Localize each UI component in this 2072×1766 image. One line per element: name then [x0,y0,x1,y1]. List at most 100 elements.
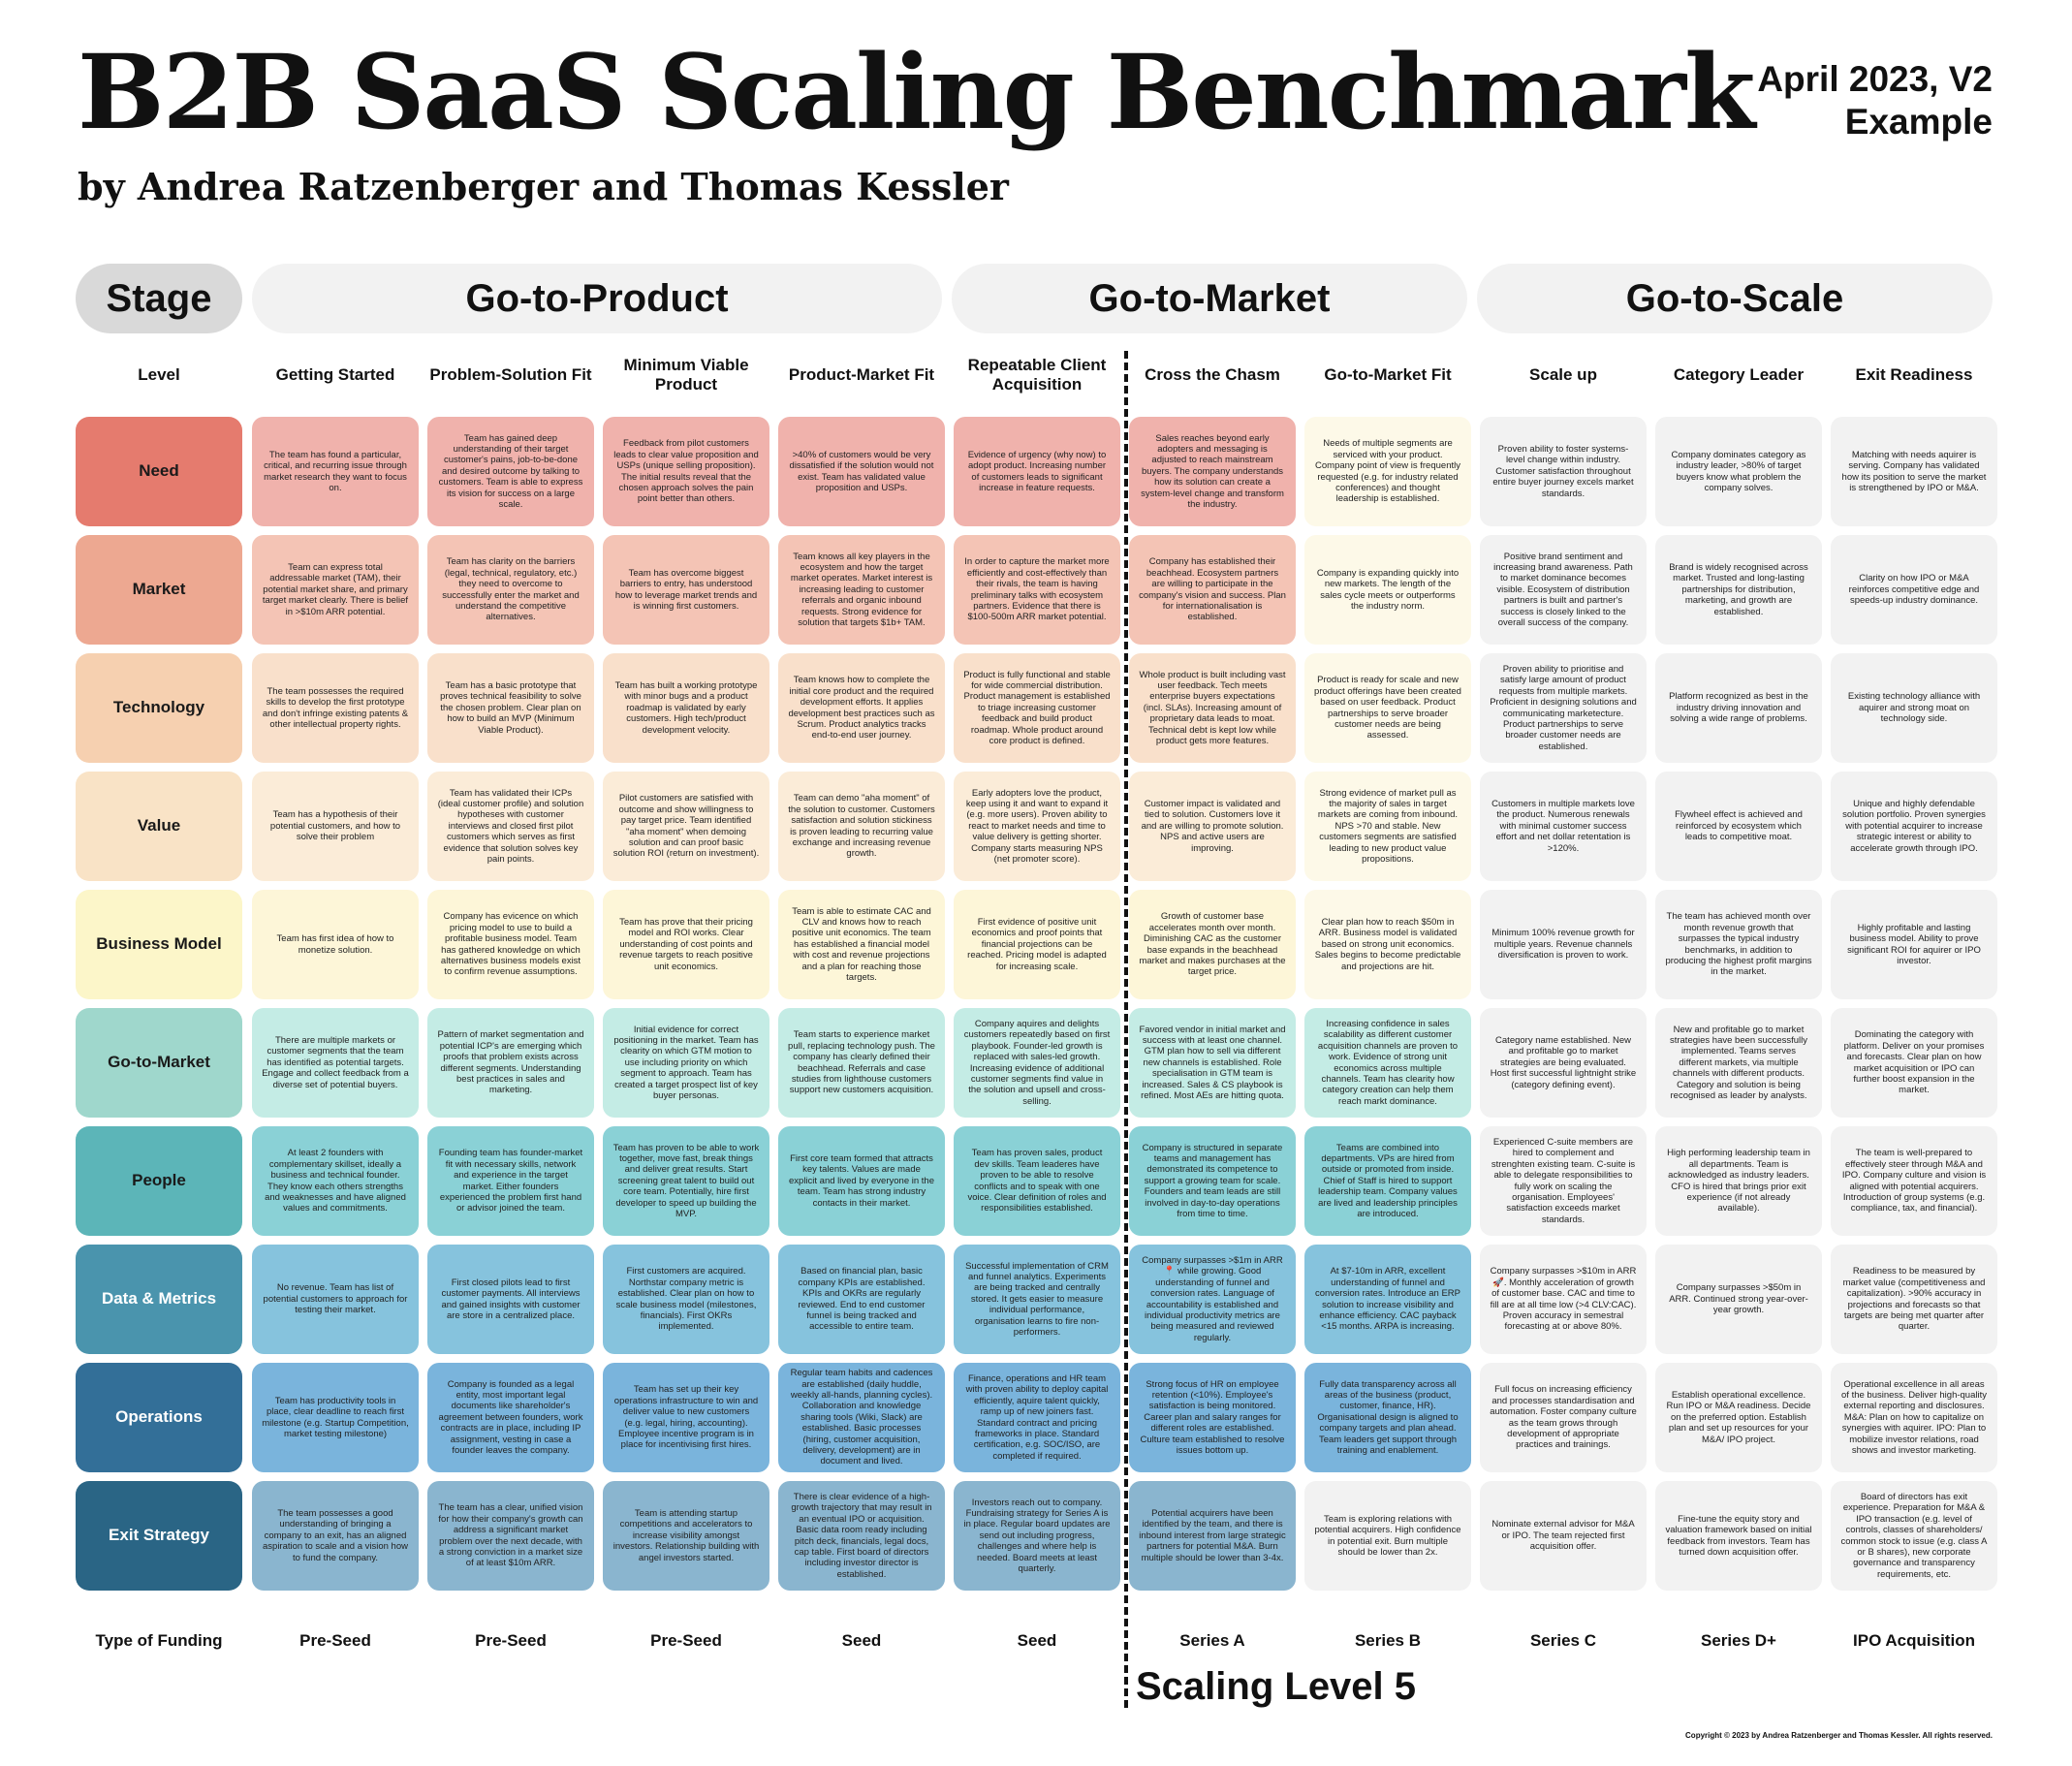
funding-type: Series D+ [1701,1631,1776,1651]
row-label: People [76,1126,242,1236]
benchmark-cell: Needs of multiple segments are serviced … [1304,417,1471,526]
benchmark-cell: Full focus on increasing efficiency and … [1480,1363,1647,1472]
version-tag: Example [1844,102,1993,142]
benchmark-cell: Team has validated their ICPs (ideal cus… [427,772,594,881]
benchmark-cell: Pilot customers are satisfied with outco… [603,772,769,881]
benchmark-cell: Team can express total addressable marke… [252,535,419,645]
scaling-level-label: Scaling Level 5 [1136,1665,1417,1708]
benchmark-cell: Growth of customer base accelerates mont… [1129,890,1296,999]
benchmark-cell: Establish operational excellence. Run IP… [1655,1363,1822,1472]
funding-type: Pre-Seed [299,1631,371,1651]
benchmark-cell: Strong focus of HR on employee retention… [1129,1363,1296,1472]
benchmark-cell: Team is exploring relations with potenti… [1304,1481,1471,1591]
benchmark-cell: There is clear evidence of a high-growth… [778,1481,945,1591]
benchmark-cell: First closed pilots lead to first custom… [427,1245,594,1354]
benchmark-cell: Initial evidence for correct positioning… [603,1008,769,1118]
benchmark-cell: The team has achieved month over month r… [1655,890,1822,999]
benchmark-cell: Company surpasses >$50m in ARR. Continue… [1655,1245,1822,1354]
benchmark-cell: Regular team habits and cadences are est… [778,1363,945,1472]
benchmark-cell: Fully data transparency across all areas… [1304,1363,1471,1472]
row-label: Market [76,535,242,645]
row-label: Need [76,417,242,526]
level-header: Getting Started [275,365,395,385]
benchmark-cell: Based on financial plan, basic company K… [778,1245,945,1354]
scaling-level-divider [1124,351,1128,1708]
benchmark-cell: Unique and highly defendable solution po… [1831,772,1997,881]
level-header: Problem-Solution Fit [429,365,592,385]
funding-type: Pre-Seed [650,1631,722,1651]
benchmark-cell: Team has a hypothesis of their potential… [252,772,419,881]
row-label: Value [76,772,242,881]
benchmark-cell: Team has prove that their pricing model … [603,890,769,999]
benchmark-cell: The team possesses the required skills t… [252,653,419,763]
row-label: Operations [76,1363,242,1472]
benchmark-cell: High performing leadership team in all d… [1655,1126,1822,1236]
benchmark-cell: Clear plan how to reach $50m in ARR. Bus… [1304,890,1471,999]
benchmark-cell: Team has set up their key operations inf… [603,1363,769,1472]
benchmark-cell: >40% of customers would be very dissatis… [778,417,945,526]
benchmark-cell: Finance, operations and HR team with pro… [954,1363,1120,1472]
version-label: April 2023, V2 Example [1757,58,1993,144]
benchmark-cell: Clarity on how IPO or M&A reinforces com… [1831,535,1997,645]
benchmark-cell: First customers are acquired. Northstar … [603,1245,769,1354]
funding-type: Seed [1017,1631,1057,1651]
benchmark-cell: Company surpasses >$1m in ARR 📍 while gr… [1129,1245,1296,1354]
benchmark-cell: Teams are combined into departments. VPs… [1304,1126,1471,1236]
benchmark-cell: Team knows all key players in the ecosys… [778,535,945,645]
benchmark-cell: Team has overcome biggest barriers to en… [603,535,769,645]
stage-go-to-scale: Go-to-Scale [1477,264,1993,333]
benchmark-cell: Company has evicence on which pricing mo… [427,890,594,999]
benchmark-cell: Company dominates category as industry l… [1655,417,1822,526]
benchmark-cell: Investors reach out to company. Fundrais… [954,1481,1120,1591]
benchmark-cell: First core team formed that attracts key… [778,1126,945,1236]
benchmark-cell: Readiness to be measured by market value… [1831,1245,1997,1354]
level-header: Exit Readiness [1855,365,1973,385]
benchmark-cell: At $7-10m in ARR, excellent understandin… [1304,1245,1471,1354]
benchmark-cell: Strong evidence of market pull as the ma… [1304,772,1471,881]
level-header: Cross the Chasm [1145,365,1280,385]
benchmark-cell: Team has built a working prototype with … [603,653,769,763]
benchmark-cell: Team has clarity on the barriers (legal,… [427,535,594,645]
row-label: Exit Strategy [76,1481,242,1591]
benchmark-cell: Experienced C-suite members are hired to… [1480,1126,1647,1236]
benchmark-cell: There are multiple markets or customer s… [252,1008,419,1118]
benchmark-cell: Potential acquirers have been identified… [1129,1481,1296,1591]
benchmark-cell: Product is fully functional and stable f… [954,653,1120,763]
benchmark-cell: Proven ability to foster systems-level c… [1480,417,1647,526]
row-label: Data & Metrics [76,1245,242,1354]
benchmark-cell: Feedback from pilot customers leads to c… [603,417,769,526]
benchmark-cell: Team knows how to complete the initial c… [778,653,945,763]
level-label: Level [138,365,180,385]
benchmark-cell: In order to capture the market more effi… [954,535,1120,645]
benchmark-cell: First evidence of positive unit economic… [954,890,1120,999]
benchmark-cell: Product is ready for scale and new produ… [1304,653,1471,763]
benchmark-cell: Pattern of market segmentation and poten… [427,1008,594,1118]
stage-go-to-product: Go-to-Product [252,264,942,333]
benchmark-cell: Nominate external advisor for M&A or IPO… [1480,1481,1647,1591]
level-header: Repeatable Client Acquisition [967,356,1107,394]
funding-type: Series A [1179,1631,1245,1651]
benchmark-cell: The team has a clear, unified vision for… [427,1481,594,1591]
benchmark-cell: Team has proven to be able to work toget… [603,1126,769,1236]
benchmark-cell: No revenue. Team has list of potential c… [252,1245,419,1354]
benchmark-cell: At least 2 founders with complementary s… [252,1126,419,1236]
benchmark-cell: Early adopters love the product, keep us… [954,772,1120,881]
benchmark-cell: Team has productivity tools in place, cl… [252,1363,419,1472]
benchmark-cell: Sales reaches beyond early adopters and … [1129,417,1296,526]
benchmark-cell: New and profitable go to market strategi… [1655,1008,1822,1118]
benchmark-cell: Founding team has founder-market fit wit… [427,1126,594,1236]
version-date: April 2023, V2 [1757,59,1993,99]
level-header: Category Leader [1673,365,1805,385]
benchmark-cell: Team has first idea of how to monetize s… [252,890,419,999]
stage-header-label: Stage [76,264,242,333]
benchmark-cell: Company is expanding quickly into new ma… [1304,535,1471,645]
benchmark-cell: Increasing confidence in sales scalabili… [1304,1008,1471,1118]
benchmark-cell: Evidence of urgency (why now) to adopt p… [954,417,1120,526]
benchmark-cell: Fine-tune the equity story and valuation… [1655,1481,1822,1591]
funding-type: Pre-Seed [475,1631,547,1651]
benchmark-cell: Team has gained deep understanding of th… [427,417,594,526]
row-label: Technology [76,653,242,763]
benchmark-cell: Brand is widely recognised across market… [1655,535,1822,645]
benchmark-cell: Company aquires and delights customers r… [954,1008,1120,1118]
funding-type: IPO Acquisition [1853,1631,1975,1651]
